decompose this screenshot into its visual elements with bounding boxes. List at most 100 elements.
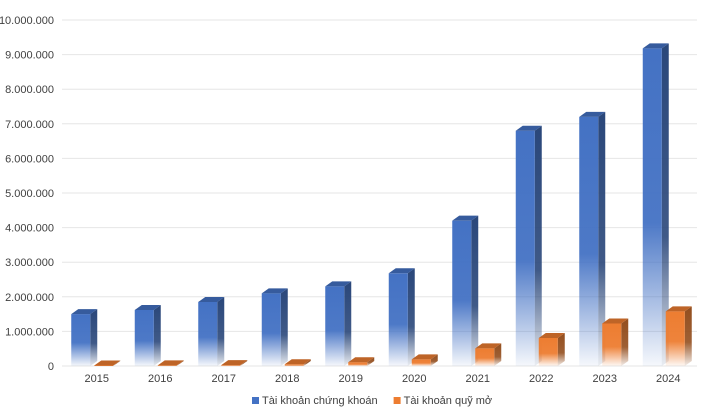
- bar-fund-2016: [157, 360, 184, 366]
- legend-label: Tài khoản chứng khoán: [262, 395, 378, 407]
- x-tick-label: 2018: [275, 373, 299, 385]
- bar-front-face: [602, 323, 622, 366]
- x-tick-label: 2016: [148, 373, 172, 385]
- bar-side-face: [557, 332, 565, 366]
- x-tick-label: 2024: [656, 373, 680, 385]
- bar-front-face: [94, 365, 114, 366]
- bar-side-face: [217, 296, 225, 366]
- bar-securities-2024: [642, 43, 669, 366]
- bar-front-face: [475, 348, 495, 366]
- bar-front-face: [579, 116, 599, 366]
- bar-front-face: [325, 286, 345, 366]
- y-tick-label: 2.000.000: [5, 292, 54, 304]
- x-tick-label: 2021: [466, 373, 490, 385]
- bar-front-face: [538, 337, 558, 366]
- bar-top-face: [325, 281, 352, 287]
- bar-top-face: [665, 306, 692, 312]
- bar-front-face: [665, 311, 685, 366]
- bar-top-face: [538, 332, 565, 338]
- bar-securities-2020: [388, 268, 415, 366]
- legend-swatch: [393, 397, 401, 404]
- bar-side-face: [684, 306, 692, 366]
- x-tick-label: 2017: [212, 373, 236, 385]
- bar-front-face: [261, 293, 281, 366]
- bar-side-face: [661, 43, 669, 366]
- legend-item-fund: Tài khoản quỹ mở: [393, 395, 493, 407]
- bar-front-face: [284, 364, 304, 366]
- legend-swatch: [252, 397, 259, 404]
- x-axis: 2015 2016 2017 2018 2019 2020 2021 2022 2023 2024: [85, 373, 681, 385]
- legend-item-securities: Tài khoản chứng khoán: [252, 395, 378, 407]
- bar-front-face: [198, 301, 218, 366]
- bar-front-face: [157, 365, 177, 366]
- legend-label: Tài khoản quỹ mở: [404, 395, 493, 407]
- bar-side-face: [176, 360, 184, 366]
- bar-fund-2018: [284, 359, 311, 366]
- bar-top-face: [284, 359, 311, 365]
- bar-front-face: [515, 130, 535, 366]
- bar-top-face: [221, 360, 248, 366]
- legend: Tài khoản chứng khoán Tài khoản quỹ mở: [252, 395, 492, 407]
- bar-front-face: [71, 314, 91, 366]
- bar-side-face: [153, 304, 161, 366]
- bar-top-face: [515, 125, 542, 131]
- bar-top-face: [579, 111, 606, 117]
- bar-securities-2015: [71, 309, 98, 366]
- y-tick-label: 3.000.000: [5, 257, 54, 269]
- bar-side-face: [407, 268, 415, 366]
- bar-top-face: [452, 215, 479, 221]
- bar-side-face: [367, 357, 375, 366]
- y-tick-label: 5.000.000: [5, 188, 54, 200]
- bars: [71, 43, 692, 366]
- bar-securities-2019: [325, 281, 352, 366]
- bar-side-face: [303, 359, 311, 366]
- bar-top-face: [157, 360, 184, 366]
- bar-securities-2016: [134, 304, 161, 366]
- bar-front-face: [452, 220, 472, 366]
- gridlines: [62, 19, 697, 367]
- bar-side-face: [113, 360, 121, 366]
- bar-fund-2015: [94, 360, 121, 366]
- bar-side-face: [430, 354, 438, 366]
- bar-securities-2017: [198, 296, 225, 366]
- bar-top-face: [411, 354, 438, 360]
- bar-top-face: [134, 304, 161, 310]
- bar-front-face: [642, 48, 662, 366]
- bar-top-face: [261, 288, 288, 294]
- bar-side-face: [621, 318, 629, 366]
- bar-top-face: [198, 296, 225, 302]
- y-tick-label: 1.000.000: [5, 326, 54, 338]
- bar-securities-2018: [261, 288, 288, 366]
- bar-fund-2024: [665, 306, 692, 366]
- bar-side-face: [90, 309, 98, 366]
- bar-top-face: [94, 360, 121, 366]
- bar-front-face: [134, 309, 154, 366]
- y-tick-label: 8.000.000: [5, 84, 54, 96]
- bar-side-face: [598, 111, 606, 366]
- bar-top-face: [348, 357, 375, 363]
- bar-front-face: [388, 273, 408, 366]
- bar-front-face: [221, 365, 241, 366]
- y-tick-label: 10.000.000: [0, 15, 54, 27]
- bar-side-face: [494, 343, 502, 366]
- bar-fund-2020: [411, 354, 438, 366]
- bar-top-face: [388, 268, 415, 274]
- bar-side-face: [534, 125, 542, 366]
- bar-fund-2022: [538, 332, 565, 366]
- bar-securities-2023: [579, 111, 606, 366]
- x-tick-label: 2015: [85, 373, 109, 385]
- y-tick-label: 9.000.000: [5, 50, 54, 62]
- bar-fund-2017: [221, 360, 248, 366]
- y-tick-label: 7.000.000: [5, 119, 54, 131]
- bar-front-face: [411, 359, 431, 366]
- bar-side-face: [240, 360, 248, 366]
- bar-top-face: [602, 318, 629, 324]
- bar-fund-2023: [602, 318, 629, 366]
- bar-side-face: [471, 215, 479, 366]
- bar-top-face: [71, 309, 98, 315]
- y-tick-label: 4.000.000: [5, 223, 54, 235]
- x-tick-label: 2020: [402, 373, 426, 385]
- bar-side-face: [344, 281, 352, 366]
- bar-top-face: [642, 43, 669, 49]
